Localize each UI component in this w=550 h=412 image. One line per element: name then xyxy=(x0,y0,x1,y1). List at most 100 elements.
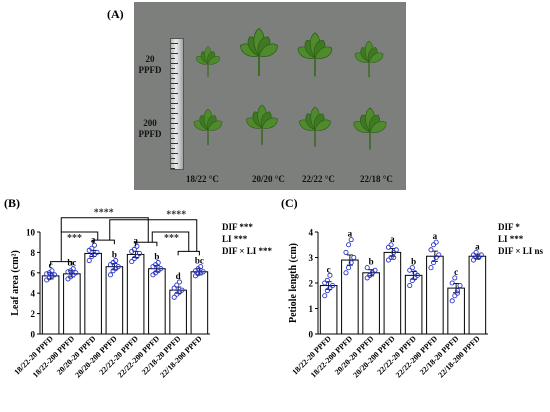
data-point xyxy=(198,264,204,270)
y-tick-label: 6 xyxy=(31,268,36,278)
ruler-tick xyxy=(171,123,178,124)
stats-label: DIF *** xyxy=(222,222,253,232)
data-point xyxy=(195,271,201,277)
ruler-tick xyxy=(171,68,175,69)
bar xyxy=(84,252,102,335)
data-point xyxy=(134,253,140,260)
row-label-200-ppfd: 200 PPFD xyxy=(138,118,162,139)
ruler-tick xyxy=(171,73,178,74)
data-point xyxy=(329,283,336,289)
data-point xyxy=(412,275,418,281)
data-point xyxy=(346,242,352,248)
leaf-18-22-200ppfd xyxy=(193,108,223,146)
data-point xyxy=(414,272,421,278)
ruler-tick xyxy=(171,138,175,139)
ruler-tick xyxy=(171,113,178,114)
data-point xyxy=(113,258,119,264)
y-tick-label: 2 xyxy=(31,309,36,319)
group-bracket xyxy=(177,250,200,256)
significance-letter: b xyxy=(112,250,117,260)
stats-label: DIF × LI ns xyxy=(498,246,544,256)
data-point xyxy=(391,254,397,261)
ruler-tick xyxy=(171,58,175,59)
ruler-tick xyxy=(171,128,175,129)
panel-label-b: (B) xyxy=(4,196,20,210)
panel-label-c: (C) xyxy=(281,196,298,210)
data-point xyxy=(49,268,55,274)
data-point xyxy=(115,264,121,270)
temp-label-22-22: 22/22 °C xyxy=(302,174,335,184)
bracket-significance-label: **** xyxy=(94,208,114,219)
ruler-tick xyxy=(171,63,178,64)
y-tick-label: 0 xyxy=(31,330,36,340)
ruler-tick xyxy=(171,103,178,104)
y-axis-label: Petiole length (cm) xyxy=(288,243,299,323)
data-point xyxy=(158,266,164,272)
data-point xyxy=(94,249,100,255)
data-point xyxy=(346,265,352,271)
data-point xyxy=(388,254,394,261)
bar xyxy=(63,273,81,335)
panel-label-a: (A) xyxy=(107,7,124,21)
significance-letter: bc xyxy=(195,256,204,266)
leaflet xyxy=(258,43,278,57)
data-point xyxy=(433,239,439,245)
significance-letter: a xyxy=(91,234,96,244)
bar xyxy=(105,266,124,335)
y-tick-label: 3 xyxy=(309,253,314,263)
comparison-bracket xyxy=(151,231,190,252)
leaflet xyxy=(369,121,387,133)
data-point xyxy=(327,272,333,278)
data-point xyxy=(470,257,477,263)
stats-label: DIF * xyxy=(498,222,520,232)
leaf-22-22-20ppfd xyxy=(297,32,333,77)
significance-letter: a xyxy=(433,231,438,241)
data-point xyxy=(70,266,76,272)
leaflet xyxy=(314,46,333,59)
ruler-tick xyxy=(171,143,178,144)
ruler-tick xyxy=(171,133,178,134)
data-point xyxy=(107,272,114,278)
leaflet xyxy=(314,119,331,131)
data-point xyxy=(428,265,434,271)
stats-label: LI *** xyxy=(498,234,524,244)
data-point xyxy=(89,245,95,251)
bar xyxy=(148,268,166,335)
group-bracket xyxy=(92,239,115,245)
ruler xyxy=(170,38,184,170)
data-point xyxy=(476,254,482,261)
leaflet xyxy=(207,56,221,65)
data-point xyxy=(428,247,434,253)
temp-label-20-20: 20/20 °C xyxy=(252,174,285,184)
data-point xyxy=(73,270,79,276)
data-point xyxy=(409,265,415,271)
significance-letter: c xyxy=(454,267,458,277)
data-point xyxy=(457,283,463,289)
ruler-tick xyxy=(171,118,175,119)
data-point xyxy=(44,271,50,277)
ruler-tick xyxy=(171,163,178,164)
data-point xyxy=(324,288,330,294)
data-point xyxy=(452,293,458,299)
stats-label: LI *** xyxy=(222,234,248,244)
y-tick-label: 2 xyxy=(309,279,314,289)
leaf-18-22-20ppfd xyxy=(195,46,221,77)
data-point xyxy=(136,250,143,256)
data-point xyxy=(176,279,182,285)
data-point xyxy=(473,254,479,261)
stats-label: DIF × LI *** xyxy=(222,246,272,256)
significance-letter: b xyxy=(154,252,159,262)
comparison-bracket xyxy=(60,231,99,262)
data-point xyxy=(470,252,477,258)
bar xyxy=(383,251,402,335)
leaf-20-20-20ppfd xyxy=(240,28,278,76)
data-point xyxy=(91,242,97,248)
data-point xyxy=(367,272,373,278)
data-point xyxy=(364,275,370,281)
data-point xyxy=(385,257,392,263)
significance-letter: c xyxy=(327,264,331,274)
y-tick-label: 0 xyxy=(309,330,314,340)
leaf-photo: 20 PPFD 200 PPFD 18/22 °C 20/20 °C 22/22… xyxy=(134,2,406,190)
data-point xyxy=(134,243,140,249)
